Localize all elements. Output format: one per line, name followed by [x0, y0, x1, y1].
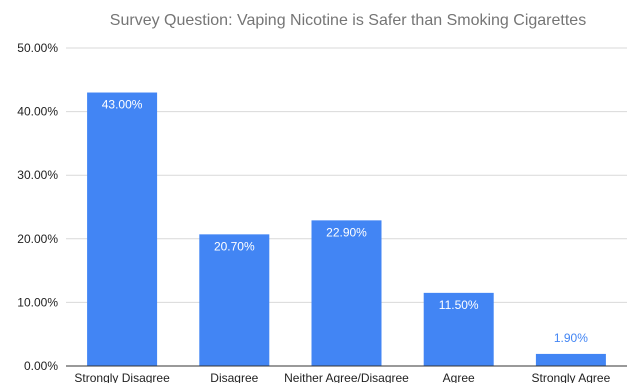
y-tick-label: 10.00% — [17, 295, 58, 309]
x-tick-label: Strongly Disagree — [74, 371, 170, 383]
bar — [199, 234, 270, 366]
y-tick-label: 50.00% — [17, 41, 58, 55]
y-tick-label: 0.00% — [24, 359, 58, 373]
bar — [535, 353, 606, 366]
gridlines — [66, 47, 627, 303]
x-axis-ticks: Strongly Disagree Disagree Neither Agree/D… — [74, 371, 610, 383]
x-tick-label: Disagree — [210, 371, 258, 383]
x-tick-label: Strongly Agree — [532, 371, 611, 383]
bar-value-label: 20.70% — [214, 239, 255, 253]
x-tick-label: Neither Agree/Disagree — [284, 371, 409, 383]
y-tick-label: 30.00% — [17, 168, 58, 182]
x-tick-label: Agree — [443, 371, 475, 383]
bar-value-labels: 43.00% 20.70% 22.90% 11.50% 1.90% — [102, 98, 588, 345]
bar-value-label: 22.90% — [326, 225, 367, 239]
y-tick-label: 40.00% — [17, 105, 58, 119]
bars — [87, 92, 606, 367]
bar-value-label: 1.90% — [554, 331, 588, 345]
bar — [87, 92, 158, 367]
bar-value-label: 43.00% — [102, 98, 143, 112]
bar — [311, 220, 382, 366]
bar — [423, 292, 494, 366]
bar-value-label: 11.50% — [439, 298, 479, 312]
y-tick-label: 20.00% — [17, 232, 58, 246]
chart-title: Survey Question: Vaping Nicotine is Safe… — [110, 12, 586, 29]
y-axis-ticks: 0.00% 10.00% 20.00% 30.00% 40.00% 50.00% — [17, 41, 58, 373]
